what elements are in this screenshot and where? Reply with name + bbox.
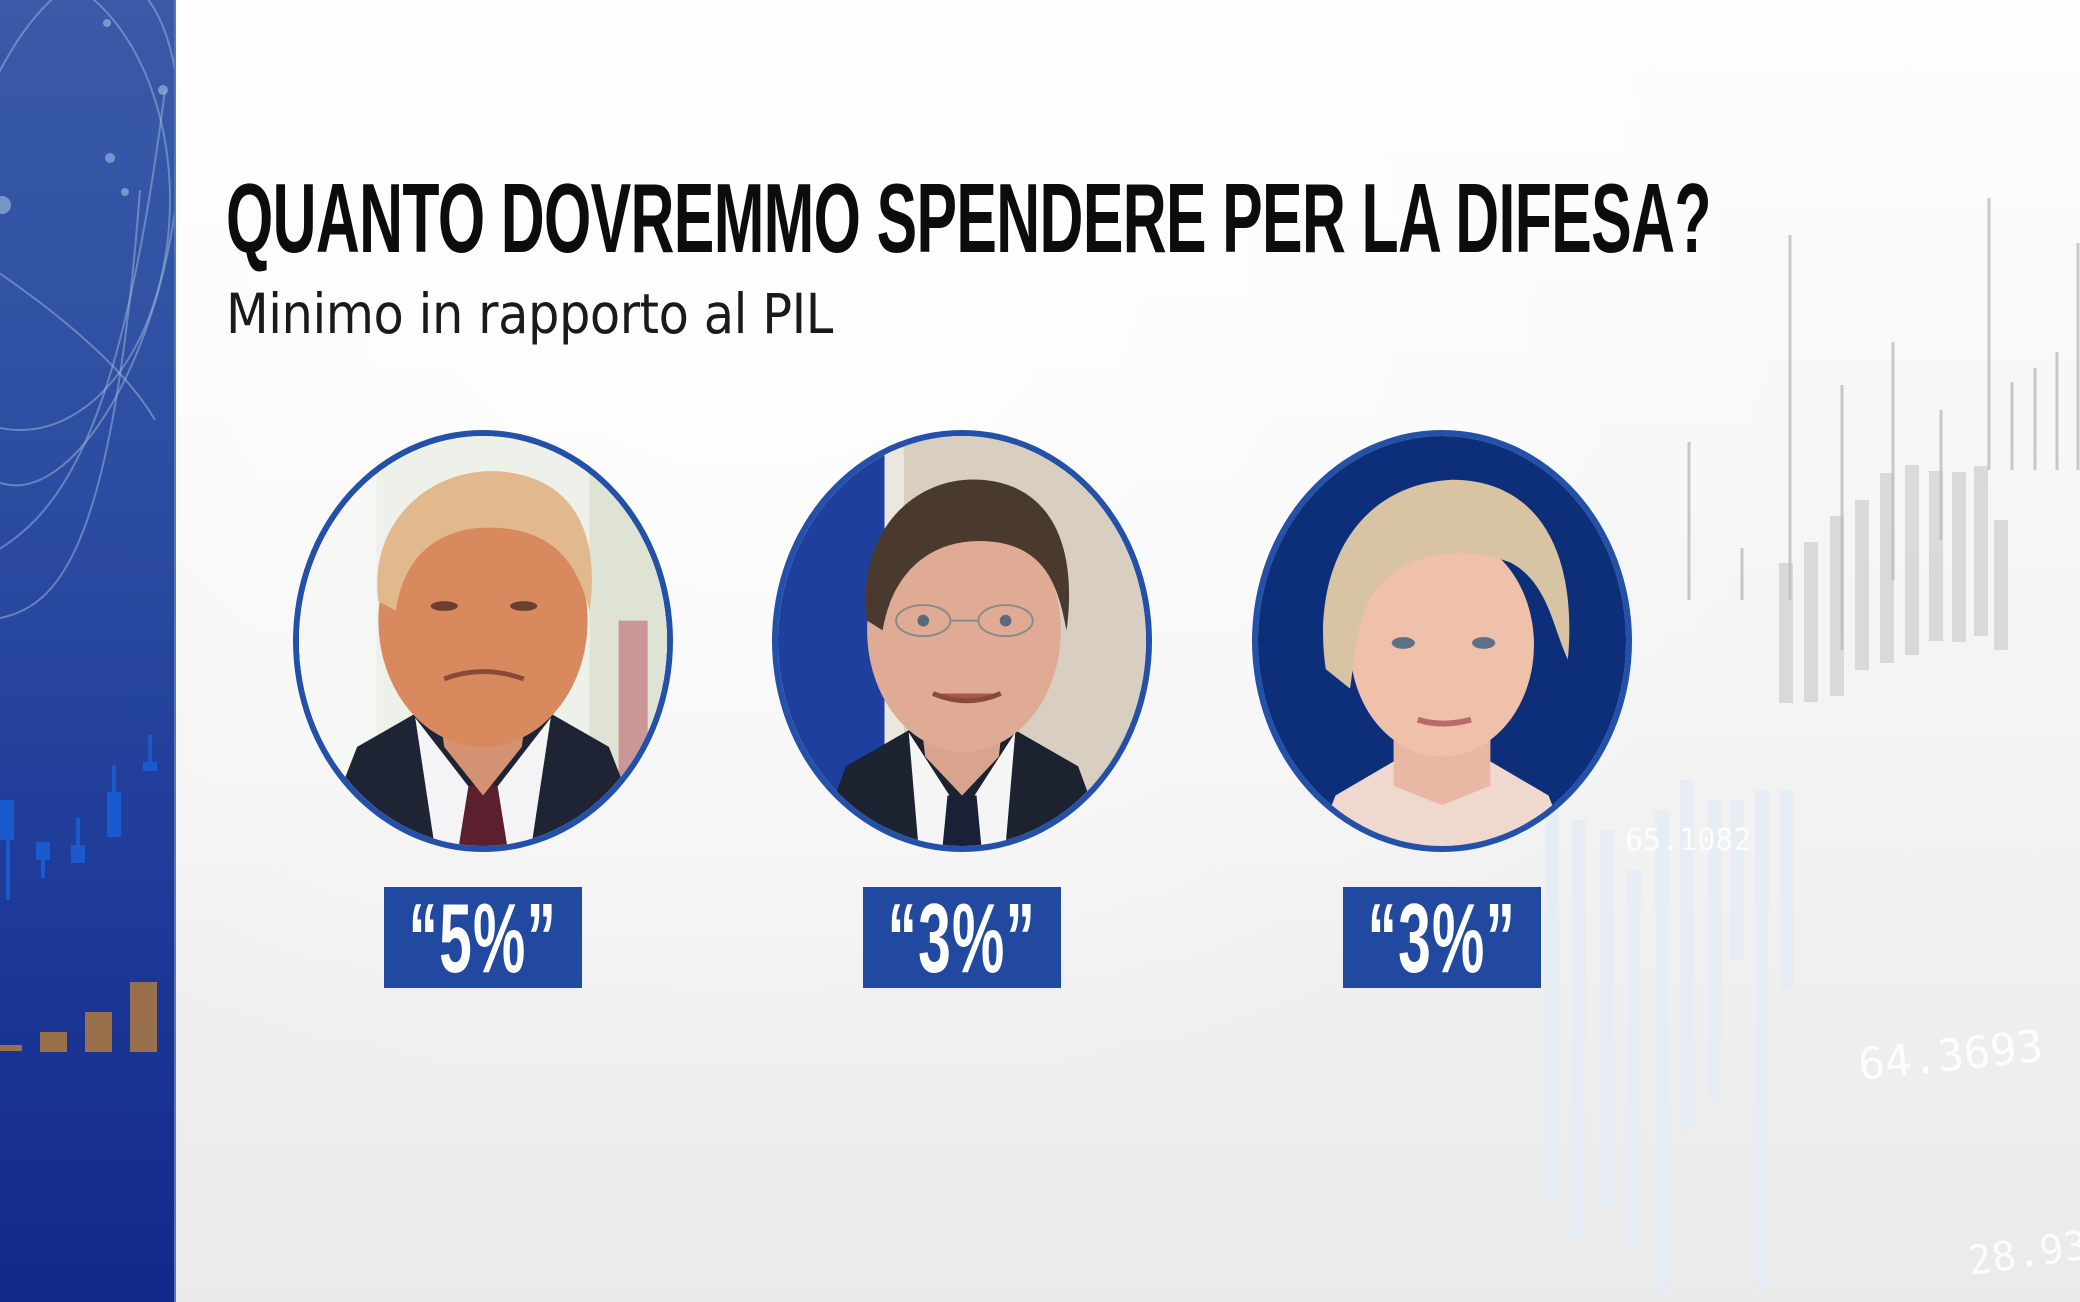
quote-badge: “3%” [863, 887, 1061, 988]
quote-value: “5%” [408, 882, 558, 993]
globe-network-icon [0, 0, 174, 1052]
page-subtitle: Minimo in rapporto al PIL [226, 282, 833, 346]
portrait-photo-icon [299, 436, 667, 846]
quote-badge: “5%” [384, 887, 582, 988]
quote-badge: “3%” [1343, 887, 1541, 988]
page-title: QUANTO DOVREMMO SPENDERE PER LA DIFESA? [226, 163, 1711, 273]
portrait-frame [1252, 430, 1632, 852]
left-decorative-panel [0, 0, 176, 1302]
person-card-3: “3%” [1252, 430, 1632, 988]
portrait-frame [293, 430, 673, 852]
person-card-1: “5%” [293, 430, 673, 988]
portrait-frame [772, 430, 1152, 852]
portrait-photo-icon [1258, 436, 1626, 846]
quote-value: “3%” [1367, 882, 1517, 993]
portrait-photo-icon [778, 436, 1146, 846]
person-card-2: “3%” [772, 430, 1152, 988]
quote-value: “3%” [887, 882, 1037, 993]
